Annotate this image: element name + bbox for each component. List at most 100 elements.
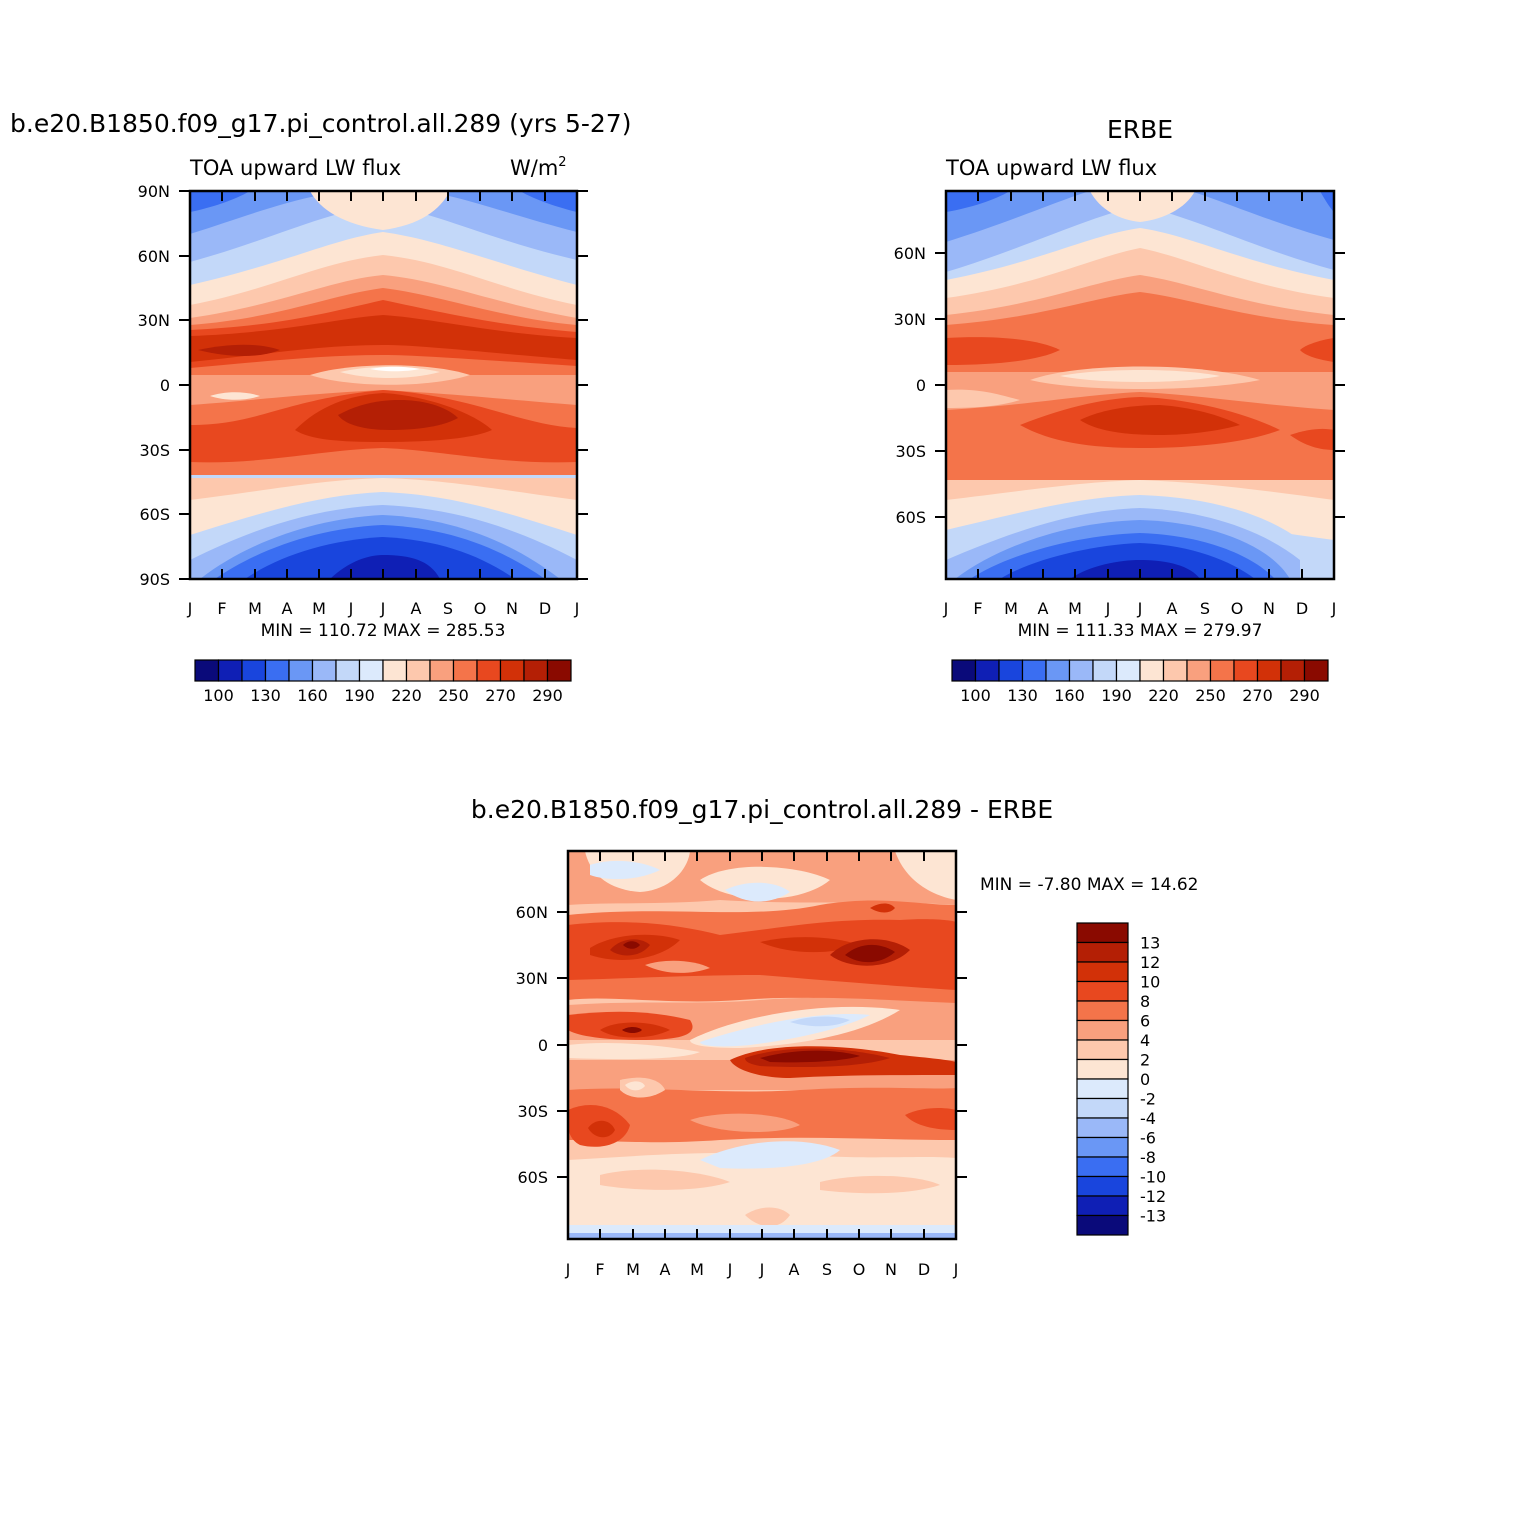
colorbar-absolute-model: 100 130 160 190 220 250 270 290 [194, 659, 572, 705]
panel-model-title: b.e20.B1850.f09_g17.pi_control.all.289 (… [10, 109, 631, 138]
colorbar-swatch [499, 659, 525, 682]
colorbar-swatch [1021, 659, 1047, 682]
panel-model-variable: TOA upward LW flux [189, 156, 401, 180]
panel-diff: b.e20.B1850.f09_g17.pi_control.all.289 -… [471, 795, 1199, 1279]
y-tick-label: 30S [139, 441, 170, 460]
x-tick-label: N [885, 1260, 897, 1279]
colorbar-label: 250 [438, 686, 469, 705]
colorbar-label: 190 [1101, 686, 1132, 705]
y-tick-label: 30N [894, 310, 926, 329]
x-tick-label: F [595, 1260, 604, 1279]
x-tick-label: A [789, 1260, 800, 1279]
x-tick-label: M [1068, 599, 1082, 618]
colorbar-swatch [1076, 1214, 1129, 1236]
colorbar-swatch [998, 659, 1024, 682]
colorbar-swatch [1139, 659, 1165, 682]
colorbar-label: 270 [485, 686, 516, 705]
colorbar-swatch [452, 659, 478, 682]
panel-model-units-base: W/m [510, 156, 558, 180]
colorbar-label: -8 [1140, 1148, 1156, 1167]
colorbar-swatch [1303, 659, 1329, 682]
colorbar-label: 290 [1289, 686, 1320, 705]
colorbar-swatch [1076, 1019, 1129, 1041]
colorbar-label: -13 [1140, 1207, 1166, 1226]
x-tick-label: O [474, 599, 487, 618]
panel-diff-minmax: MIN = -7.80 MAX = 14.62 [980, 875, 1199, 895]
colorbar-swatch [951, 659, 977, 682]
panel-model-units-exponent: 2 [558, 155, 566, 170]
colorbar-label: 8 [1140, 992, 1150, 1011]
y-tick-label: 60N [516, 903, 548, 922]
colorbar-label: 4 [1140, 1031, 1150, 1050]
panel-obs: ERBE TOA upward LW flux [894, 115, 1345, 705]
x-tick-label: J [943, 599, 949, 618]
colorbar-absolute-obs: 100 130 160 190 220 250 270 290 [951, 659, 1329, 705]
x-tick-label: S [1200, 599, 1210, 618]
x-tick-label: J [574, 599, 580, 618]
colorbar-swatch [1076, 1097, 1129, 1119]
y-tick-label: 30S [517, 1102, 548, 1121]
x-tick-label: M [1004, 599, 1018, 618]
x-tick-label: J [953, 1260, 959, 1279]
panel-diff-x-tick-labels: J F M A M J J A S O N D J [565, 1260, 959, 1279]
panel-model-ticks [179, 190, 588, 580]
x-tick-label: M [312, 599, 326, 618]
colorbar-label: 0 [1140, 1070, 1150, 1089]
panel-model-y-tick-labels: 90N 60N 30N 0 30S 60S 90S [138, 182, 170, 589]
y-tick-label: 60S [895, 508, 926, 527]
colorbar-label: 190 [344, 686, 375, 705]
x-tick-label: S [443, 599, 453, 618]
colorbar-swatch [1280, 659, 1306, 682]
y-tick-label: 0 [160, 376, 170, 395]
colorbar-label: 160 [297, 686, 328, 705]
x-tick-label: J [759, 1260, 765, 1279]
colorbar-swatch [1115, 659, 1141, 682]
colorbar-label: 220 [391, 686, 422, 705]
colorbar-swatch [974, 659, 1000, 682]
panel-obs-ticks [935, 191, 1345, 579]
x-tick-label: N [506, 599, 518, 618]
colorbar-swatch [1162, 659, 1188, 682]
colorbar-swatch [194, 659, 220, 682]
y-tick-label: 30N [138, 311, 170, 330]
x-tick-label: M [248, 599, 262, 618]
colorbar-swatch [1209, 659, 1235, 682]
panel-model-x-tick-labels: J F M A M J J A S O N D J [187, 599, 580, 618]
x-tick-label: N [1263, 599, 1275, 618]
x-tick-label: J [1137, 599, 1143, 618]
colorbar-swatch [1076, 980, 1129, 1002]
panel-obs-variable: TOA upward LW flux [945, 156, 1157, 180]
x-tick-label: A [411, 599, 422, 618]
y-tick-label: 30S [895, 442, 926, 461]
colorbar-swatch [476, 659, 502, 682]
y-tick-label: 90S [139, 570, 170, 589]
colorbar-label: -6 [1140, 1129, 1156, 1148]
colorbar-swatch [1076, 1117, 1129, 1139]
x-tick-label: A [282, 599, 293, 618]
colorbar-label: 13 [1140, 934, 1160, 953]
panel-diff-ticks [557, 851, 967, 1239]
x-tick-label: O [853, 1260, 866, 1279]
colorbar-swatch [1186, 659, 1212, 682]
colorbar-swatch [264, 659, 290, 682]
colorbar-label: 130 [1007, 686, 1038, 705]
colorbar-label: -4 [1140, 1109, 1156, 1128]
x-tick-label: J [380, 599, 386, 618]
colorbar-label: 12 [1140, 953, 1160, 972]
colorbar-swatch [1076, 1058, 1129, 1080]
colorbar-label: -2 [1140, 1090, 1156, 1109]
y-tick-label: 60S [517, 1168, 548, 1187]
y-tick-label: 90N [138, 182, 170, 201]
colorbar-swatch [1076, 1039, 1129, 1061]
y-tick-label: 0 [916, 376, 926, 395]
y-tick-label: 30N [516, 969, 548, 988]
colorbar-swatch [335, 659, 361, 682]
x-tick-label: A [1038, 599, 1049, 618]
panel-obs-contours [946, 191, 1334, 579]
panel-model-contours [190, 191, 577, 579]
x-tick-label: F [973, 599, 982, 618]
x-tick-label: A [660, 1260, 671, 1279]
colorbar-swatch [1092, 659, 1118, 682]
colorbar-swatch [358, 659, 384, 682]
